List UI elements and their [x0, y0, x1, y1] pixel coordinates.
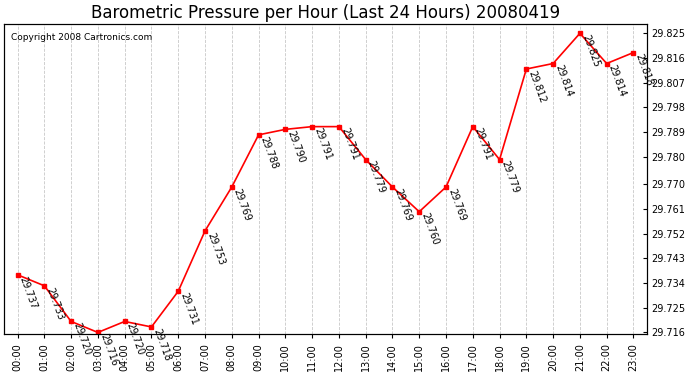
Text: Copyright 2008 Cartronics.com: Copyright 2008 Cartronics.com	[10, 33, 152, 42]
Text: 29.737: 29.737	[17, 275, 39, 310]
Text: 29.779: 29.779	[366, 159, 386, 195]
Text: 29.731: 29.731	[178, 291, 199, 327]
Text: 29.788: 29.788	[259, 135, 279, 170]
Text: 29.720: 29.720	[125, 321, 146, 357]
Text: 29.716: 29.716	[98, 332, 119, 368]
Text: 29.733: 29.733	[44, 286, 66, 321]
Text: 29.812: 29.812	[526, 69, 547, 104]
Text: 29.814: 29.814	[553, 63, 574, 99]
Text: 29.818: 29.818	[633, 53, 654, 88]
Text: 29.779: 29.779	[500, 159, 520, 195]
Text: 29.814: 29.814	[607, 63, 628, 99]
Text: 29.790: 29.790	[286, 129, 306, 165]
Text: 29.791: 29.791	[339, 127, 360, 162]
Text: 29.718: 29.718	[151, 327, 172, 362]
Text: 29.769: 29.769	[446, 187, 467, 222]
Text: 29.760: 29.760	[420, 212, 440, 247]
Title: Barometric Pressure per Hour (Last 24 Hours) 20080419: Barometric Pressure per Hour (Last 24 Ho…	[91, 4, 560, 22]
Text: 29.769: 29.769	[393, 187, 413, 222]
Text: 29.791: 29.791	[312, 127, 333, 162]
Text: 29.753: 29.753	[205, 231, 226, 266]
Text: 29.825: 29.825	[580, 33, 601, 69]
Text: 29.769: 29.769	[232, 187, 253, 222]
Text: 29.720: 29.720	[71, 321, 92, 357]
Text: 29.791: 29.791	[473, 127, 494, 162]
